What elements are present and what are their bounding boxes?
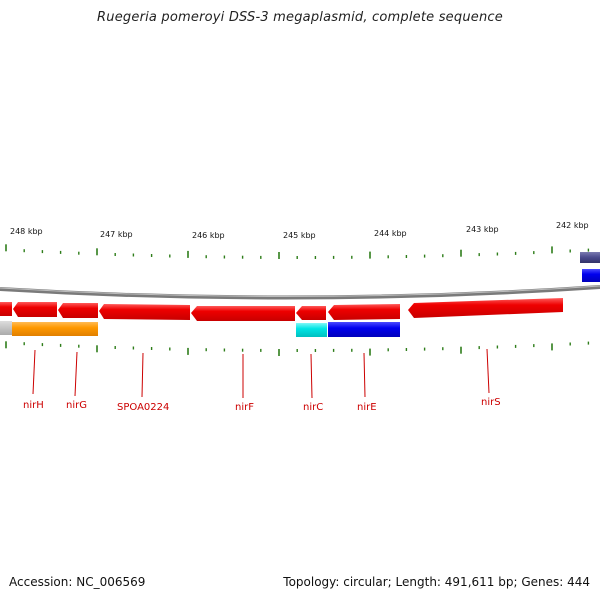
gene-block-blue-forward (582, 269, 600, 282)
kbp-label-246: 246 kbp (192, 231, 225, 240)
backbone-highlight (0, 285, 600, 298)
leader-nirC (310, 353, 313, 399)
tick-row-upper (5, 244, 590, 259)
kbp-label-247: 247 kbp (100, 230, 133, 239)
leader-nirG (74, 351, 78, 397)
gene-arrow-SPOA0224 (99, 304, 190, 320)
gene-arrow-nirF (191, 306, 295, 321)
kbp-label-244: 244 kbp (374, 229, 407, 238)
gene-labels: nirH nirG SPOA0224 nirF nirC nirE nirS (23, 397, 501, 413)
gene-block-cyan (296, 323, 327, 337)
leader-nirS (486, 348, 490, 394)
gene-arrow-nirG (58, 303, 98, 318)
kbp-labels: 248 kbp 247 kbp 246 kbp 245 kbp 244 kbp … (10, 221, 589, 240)
gene-arrow-partial (0, 302, 12, 316)
sequence-stats-text: Topology: circular; Length: 491,611 bp; … (283, 575, 590, 589)
leader-nirH (32, 349, 36, 395)
leader-nirE (363, 352, 366, 398)
tick-row-lower (5, 341, 590, 356)
kbp-label-245: 245 kbp (283, 231, 316, 240)
gene-arrow-nirS (408, 298, 563, 318)
kbp-label-248: 248 kbp (10, 227, 43, 236)
gene-block-blue (328, 322, 400, 337)
gene-label-nirF: nirF (235, 402, 254, 413)
gene-arrow-nirC (296, 306, 326, 320)
gene-block-orange (12, 322, 98, 336)
gene-block-slate (580, 252, 600, 263)
kbp-label-242: 242 kbp (556, 221, 589, 230)
gene-label-nirS: nirS (481, 397, 501, 408)
gene-track-reverse (0, 298, 563, 321)
gene-label-nirG: nirG (66, 400, 87, 411)
gene-label-nirH: nirH (23, 400, 44, 411)
backbone-line (0, 285, 600, 300)
gene-label-nirE: nirE (357, 402, 377, 413)
gene-label-SPOA0224: SPOA0224 (117, 402, 169, 413)
accession-text: Accession: NC_006569 (9, 575, 146, 589)
gene-arrow-nirH (13, 302, 57, 317)
kbp-label-243: 243 kbp (466, 225, 499, 234)
gene-block-gray (0, 321, 12, 335)
gene-label-nirC: nirC (303, 402, 323, 413)
gene-track-cog (0, 321, 400, 337)
leader-SPOA0224 (141, 352, 144, 398)
map-title: Ruegeria pomeroyi DSS-3 megaplasmid, com… (97, 10, 503, 25)
gene-label-lines (32, 348, 490, 399)
gene-arrow-nirE (328, 304, 400, 320)
